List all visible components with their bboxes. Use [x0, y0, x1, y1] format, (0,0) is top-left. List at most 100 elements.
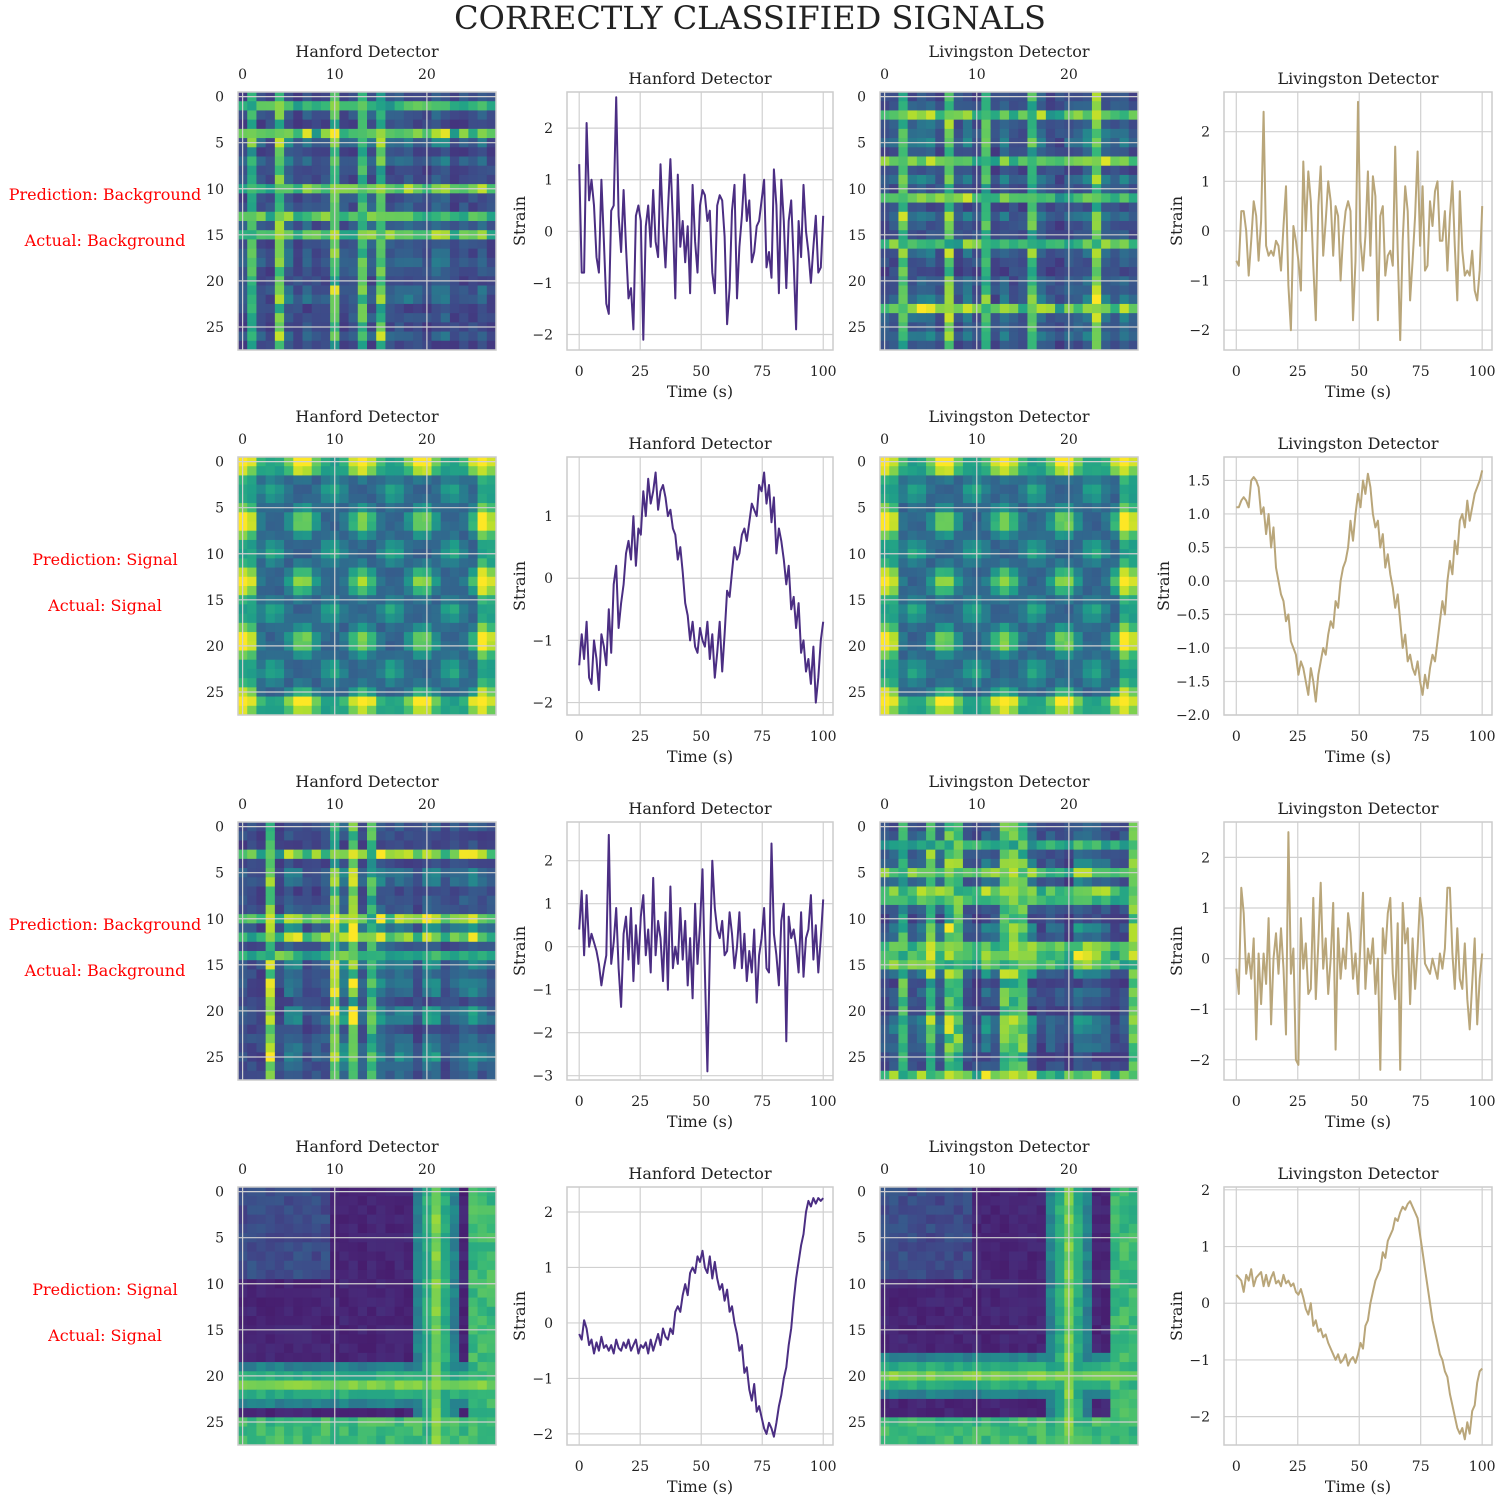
heatmap-cell	[1128, 521, 1139, 532]
heatmap-cell	[284, 932, 294, 943]
heatmap-cell	[1036, 1015, 1047, 1026]
heatmap-cell	[357, 604, 368, 615]
heatmap-cell	[265, 969, 276, 980]
heatmap-cell	[440, 294, 451, 305]
heatmap-cell	[256, 110, 267, 121]
x-tick-label: 0	[238, 797, 247, 813]
heatmap-cell	[1036, 221, 1047, 231]
heatmap-cell	[394, 567, 405, 578]
heatmap-cell	[376, 696, 386, 707]
heatmap-cell	[1045, 886, 1056, 897]
heatmap-cell	[1036, 475, 1047, 486]
heatmap-cell	[1018, 576, 1028, 587]
heatmap-cell	[898, 904, 909, 915]
heatmap-cell	[367, 257, 377, 268]
heatmap-cell	[944, 659, 955, 670]
heatmap-cell	[1073, 539, 1084, 550]
heatmap-cell	[403, 604, 414, 615]
heatmap-cell	[981, 696, 992, 707]
heatmap-cell	[1119, 858, 1130, 869]
heatmap-cell	[981, 331, 992, 342]
heatmap-cell	[990, 101, 1001, 111]
heatmap-cell	[376, 858, 386, 869]
heatmap-cell	[468, 128, 479, 139]
heatmap-cell	[468, 622, 479, 633]
heatmap-cell	[311, 1024, 322, 1035]
heatmap-cell	[953, 202, 964, 213]
heatmap-cell	[413, 340, 423, 351]
heatmap-cell	[916, 239, 927, 250]
heatmap-cell	[1110, 622, 1121, 633]
heatmap-cell	[1036, 997, 1047, 1007]
heatmap-cell	[403, 539, 414, 550]
heatmap-cell	[320, 165, 331, 176]
heatmap-cell	[1082, 147, 1093, 157]
heatmap-cell	[1045, 248, 1056, 259]
heatmap-cell	[302, 1015, 313, 1026]
heatmap-cell	[1036, 257, 1047, 268]
heatmap-cell	[403, 110, 414, 121]
heatmap-cell	[1110, 1070, 1121, 1081]
heatmap-cell	[1009, 221, 1019, 231]
heatmap-cell	[907, 530, 918, 541]
heatmap-cell	[431, 521, 442, 532]
heatmap-cell	[394, 849, 405, 860]
heatmap-cell	[274, 969, 285, 980]
heatmap-cell	[403, 567, 414, 578]
heatmap-cell	[926, 1024, 936, 1035]
heatmap-cell	[440, 202, 451, 213]
heatmap-cell	[1119, 604, 1130, 615]
x-tick-label: 0	[1232, 729, 1241, 745]
heatmap-cell	[1055, 877, 1065, 887]
heatmap-cell	[293, 340, 303, 351]
heatmap-cell	[274, 877, 285, 887]
heatmap-cell	[293, 119, 303, 130]
heatmap-cell	[320, 650, 331, 661]
heatmap-cell	[385, 1024, 396, 1035]
heatmap-cell	[907, 1070, 918, 1081]
heatmap-cell	[1128, 257, 1139, 268]
heatmap-cell	[1018, 632, 1028, 642]
heatmap-cell	[413, 202, 423, 213]
heatmap-cell	[1045, 521, 1056, 532]
panel-title: Hanford Detector	[628, 434, 772, 453]
y-axis-label: Strain	[1167, 196, 1186, 246]
heatmap-cell	[889, 632, 899, 642]
heatmap-cell	[1101, 895, 1111, 906]
heatmap-cell	[431, 313, 442, 323]
heatmap-cell	[1101, 211, 1111, 222]
heatmap-cell	[1073, 678, 1084, 688]
x-tick-label: 50	[1350, 364, 1368, 380]
heatmap-cell	[449, 239, 460, 250]
heatmap-cell	[999, 1015, 1010, 1026]
heatmap-cell	[247, 932, 257, 943]
heatmap-cell	[293, 313, 303, 323]
heatmap-cell	[449, 668, 460, 679]
heatmap-cell	[367, 1070, 377, 1081]
heatmap-cell	[403, 659, 414, 670]
heatmap-cell	[413, 147, 423, 157]
heatmap-cell	[413, 1070, 423, 1081]
heatmap-cell	[431, 576, 442, 587]
y-axis-label: Strain	[510, 561, 529, 611]
heatmap-cell	[935, 257, 945, 268]
heatmap-cell	[302, 340, 313, 351]
heatmap-cell	[907, 650, 918, 661]
heatmap-cell	[284, 211, 294, 222]
heatmap-cell	[431, 174, 442, 185]
heatmap-cell	[1128, 128, 1139, 139]
heatmap-cell	[926, 165, 936, 176]
heatmap-cell	[394, 313, 405, 323]
heatmap-cell	[477, 211, 488, 222]
x-tick-label: 0	[1232, 1094, 1241, 1110]
heatmap-cell	[284, 248, 294, 259]
heatmap-cell	[459, 202, 469, 213]
heatmap-cell	[348, 997, 359, 1007]
heatmap-cell	[1055, 303, 1065, 314]
heatmap-cell	[1045, 539, 1056, 550]
heatmap-cell	[1036, 512, 1047, 522]
heatmap-cell	[1073, 576, 1084, 587]
heatmap-cell	[916, 668, 927, 679]
heatmap-cell	[293, 475, 303, 486]
